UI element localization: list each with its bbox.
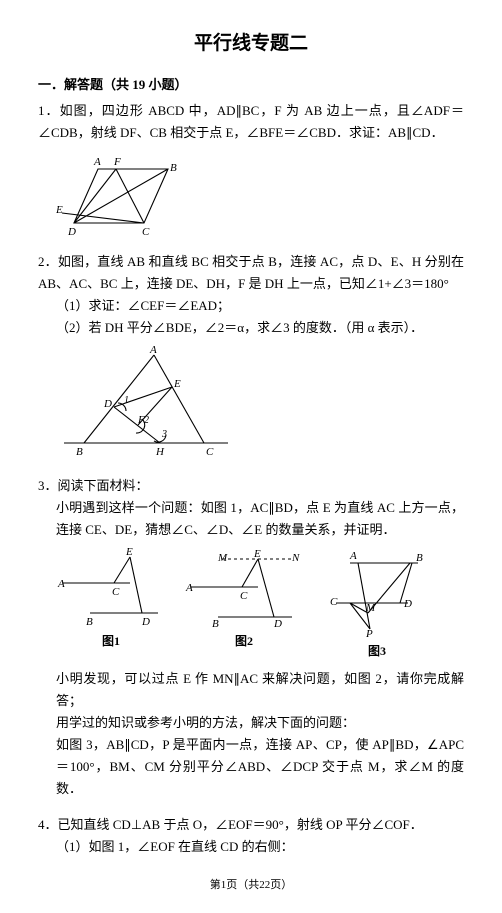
- problem-3-continued: 小明发现，可以过点 E 作 MN∥AC 来解决问题，如图 2，请你完成解答； 用…: [38, 668, 464, 801]
- svg-text:P: P: [365, 628, 373, 639]
- figure-2-label: 图2: [235, 631, 253, 651]
- svg-text:C: C: [142, 226, 150, 238]
- svg-text:N: N: [291, 552, 300, 564]
- problem-2-number: 2．: [38, 254, 58, 269]
- svg-text:E: E: [56, 204, 63, 216]
- figure-3: A B C D P M 图3: [322, 547, 432, 661]
- svg-text:A: A: [57, 578, 65, 590]
- svg-text:H: H: [155, 446, 165, 458]
- problem-2: 2．如图，直线 AB 和直线 BC 相交于点 B，连接 AC，点 D、E、H 分…: [38, 251, 464, 339]
- problem-3-figures: A E C B D 图1 A M E N C B: [56, 547, 464, 661]
- svg-text:B: B: [416, 552, 423, 564]
- svg-text:A: A: [349, 550, 357, 562]
- problem-3-text-c: 小明发现，可以过点 E 作 MN∥AC 来解决问题，如图 2，请你完成解答；: [38, 668, 464, 712]
- svg-text:D: D: [273, 618, 282, 629]
- svg-text:D: D: [403, 598, 412, 610]
- problem-2-text: 如图，直线 AB 和直线 BC 相交于点 B，连接 AC，点 D、E、H 分别在…: [38, 254, 464, 291]
- svg-text:C: C: [330, 596, 338, 608]
- problem-4-text: 已知直线 CD⊥AB 于点 O，∠EOF＝90°，射线 OP 平分∠COF．: [58, 817, 423, 832]
- problem-3-text-e: 如图 3，AB∥CD，P 是平面内一点，连接 AP、CP，使 AP∥BD，∠AP…: [38, 734, 464, 800]
- svg-text:F: F: [113, 156, 121, 168]
- svg-text:D: D: [141, 616, 150, 628]
- figure-2: A M E N C B D 图2: [184, 547, 304, 651]
- svg-text:E: E: [173, 378, 181, 390]
- figure-3-label: 图3: [368, 641, 386, 661]
- page-footer: 第1页（共22页）: [38, 876, 464, 895]
- problem-3-text-a: 阅读下面材料：: [58, 478, 149, 493]
- svg-text:C: C: [112, 586, 120, 598]
- problem-1-figure: A B C D E F: [56, 151, 464, 241]
- svg-text:C: C: [206, 446, 214, 458]
- svg-text:M: M: [217, 552, 228, 564]
- figure-1: A E C B D 图1: [56, 547, 166, 651]
- svg-text:M: M: [365, 602, 376, 614]
- problem-3-text-b: 小明遇到这样一个问题：如图 1，AC∥BD，点 E 为直线 AC 上方一点，连接…: [38, 497, 464, 541]
- problem-3: 3．阅读下面材料： 小明遇到这样一个问题：如图 1，AC∥BD，点 E 为直线 …: [38, 475, 464, 541]
- svg-text:A: A: [185, 582, 193, 594]
- figure-1-label: 图1: [102, 631, 120, 651]
- problem-4-sub1: （1）如图 1，∠EOF 在直线 CD 的右侧：: [38, 836, 464, 858]
- problem-1-number: 1．: [38, 103, 60, 118]
- svg-text:2: 2: [144, 415, 149, 426]
- svg-text:C: C: [240, 590, 248, 602]
- page-title: 平行线专题二: [38, 28, 464, 60]
- problem-2-figure: A B C D E F H 1 2 3: [56, 345, 464, 465]
- problem-1: 1．如图，四边形 ABCD 中，AD∥BC，F 为 AB 边上一点，且∠ADF＝…: [38, 100, 464, 144]
- svg-text:E: E: [125, 547, 133, 558]
- svg-text:A: A: [93, 156, 101, 168]
- svg-text:D: D: [103, 398, 112, 410]
- problem-4-number: 4．: [38, 817, 58, 832]
- problem-2-sub1: （1）求证：∠CEF＝∠EAD；: [38, 295, 464, 317]
- svg-text:B: B: [86, 616, 93, 628]
- problem-1-text: 如图，四边形 ABCD 中，AD∥BC，F 为 AB 边上一点，且∠ADF＝∠C…: [38, 103, 464, 140]
- problem-3-text-d: 用学过的知识或参考小明的方法，解决下面的问题：: [38, 712, 464, 734]
- svg-text:3: 3: [161, 429, 167, 440]
- svg-text:E: E: [253, 548, 261, 560]
- svg-text:D: D: [67, 226, 76, 238]
- problem-2-sub2: （2）若 DH 平分∠BDE，∠2＝α，求∠3 的度数．（用 α 表示）．: [38, 317, 464, 339]
- svg-text:B: B: [170, 162, 177, 174]
- svg-text:1: 1: [124, 395, 129, 406]
- svg-text:B: B: [76, 446, 83, 458]
- section-heading: 一．解答题（共 19 小题）: [38, 74, 464, 96]
- problem-3-number: 3．: [38, 478, 58, 493]
- svg-text:A: A: [149, 345, 157, 356]
- problem-4: 4．已知直线 CD⊥AB 于点 O，∠EOF＝90°，射线 OP 平分∠COF．…: [38, 814, 464, 858]
- svg-text:B: B: [212, 618, 219, 629]
